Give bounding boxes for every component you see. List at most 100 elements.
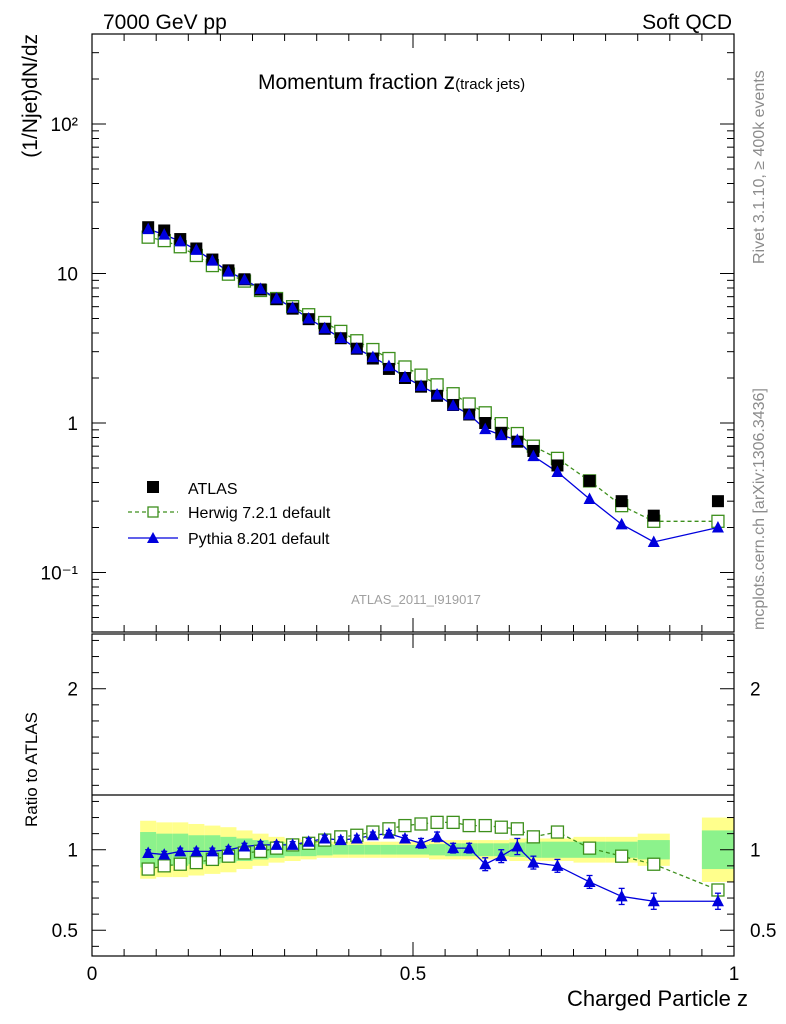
herwig-ratio-point bbox=[141, 862, 155, 876]
legend: ATLAS Herwig 7.2.1 default Pythia 8.201 … bbox=[128, 481, 331, 548]
herwig-ratio-point bbox=[615, 849, 629, 863]
pythia-point bbox=[495, 428, 508, 441]
ratio-band-inner bbox=[413, 844, 430, 855]
pythia-ratio-point bbox=[142, 846, 155, 858]
pythia-ratio-point bbox=[415, 836, 428, 849]
pythia-ratio-point bbox=[527, 856, 540, 868]
pythia-point bbox=[463, 408, 476, 420]
pythia-point bbox=[398, 370, 411, 383]
legend-herwig-label: Herwig 7.2.1 default bbox=[188, 505, 331, 522]
herwig-ratio-point bbox=[550, 825, 565, 839]
chart-title: Momentum fraction z(track jets) bbox=[258, 68, 525, 94]
pythia-point bbox=[318, 321, 331, 334]
pythia-ratio-point bbox=[431, 830, 444, 842]
pythia-point bbox=[270, 292, 283, 304]
pythia-ratio-point bbox=[463, 841, 476, 854]
pythia-point bbox=[711, 521, 724, 533]
pythia-ratio-point bbox=[270, 838, 283, 850]
pythia-ratio-point bbox=[382, 827, 395, 839]
atlas-point bbox=[583, 474, 596, 487]
ratio-y-tick-label-right: 2 bbox=[750, 680, 761, 701]
pythia-point bbox=[647, 535, 660, 547]
pythia-point bbox=[415, 379, 428, 391]
chart-title-z: z bbox=[444, 68, 456, 94]
ratio-band-inner bbox=[348, 844, 365, 855]
herwig-ratio-point bbox=[398, 818, 412, 833]
pythia-ratio-point bbox=[447, 841, 460, 854]
main-y-tick-label: 1 bbox=[67, 414, 78, 435]
ratio-band-inner bbox=[525, 841, 542, 858]
pythia-point bbox=[479, 422, 492, 435]
pythia-point bbox=[527, 449, 540, 462]
pythia-point bbox=[447, 398, 460, 411]
ratio-band-inner bbox=[541, 841, 574, 858]
pythia-ratio-point bbox=[302, 835, 315, 847]
main-axes: 10⁻¹ 1 10 10² bbox=[41, 33, 735, 633]
chart-title-main: Momentum fraction bbox=[258, 71, 444, 94]
ratio-band-inner bbox=[429, 844, 446, 856]
ratio-band-inner bbox=[316, 844, 333, 856]
pythia-ratio-point bbox=[615, 889, 628, 902]
pythia-ratio-point bbox=[334, 833, 347, 846]
pythia-ratio-point bbox=[286, 838, 299, 850]
herwig-ratio-point bbox=[510, 822, 524, 836]
pythia-point bbox=[334, 331, 347, 344]
pythia-point bbox=[551, 465, 564, 478]
main-y-tick-label: 10 bbox=[57, 265, 78, 286]
analysis-label: ATLAS_2011_I919017 bbox=[351, 592, 481, 607]
atlas-point bbox=[711, 495, 724, 508]
ratio-band-inner bbox=[332, 844, 349, 855]
legend-pythia-label: Pythia 8.201 default bbox=[188, 531, 330, 548]
pythia-point bbox=[366, 350, 379, 363]
pythia-ratio-point bbox=[398, 831, 411, 844]
chart-title-sub: (track jets) bbox=[455, 76, 525, 93]
pythia-point bbox=[511, 433, 524, 445]
header-right: Soft QCD bbox=[642, 11, 732, 34]
atlas-point bbox=[647, 509, 660, 522]
ratio-y-label: Ratio to ATLAS bbox=[22, 712, 41, 827]
pythia-point bbox=[222, 265, 235, 277]
herwig-ratio-point bbox=[647, 857, 661, 871]
ratio-frame bbox=[91, 633, 735, 957]
ratio-y-tick-label: 1 bbox=[67, 841, 78, 862]
pythia-ratio-point bbox=[711, 894, 724, 907]
ratio-panel: 0 0.5 1 0.5 0.5 1 1 2 2 bbox=[52, 633, 776, 985]
pythia-point bbox=[382, 359, 395, 372]
herwig-ratio-point bbox=[157, 859, 171, 873]
pythia-ratio-point bbox=[222, 843, 235, 855]
pythia-ratio-point bbox=[647, 894, 660, 907]
herwig-ratio-point bbox=[430, 815, 444, 830]
ratio-band-inner bbox=[477, 843, 494, 857]
pythia-point bbox=[190, 243, 203, 255]
pythia-point bbox=[174, 234, 187, 247]
pythia-point bbox=[238, 273, 251, 285]
pythia-ratio-point bbox=[206, 844, 219, 857]
herwig-point bbox=[414, 368, 428, 382]
pythia-point bbox=[286, 301, 299, 313]
ratio-band-inner bbox=[380, 844, 397, 855]
pythia-ratio-point bbox=[238, 840, 251, 852]
main-y-tick-label: 10² bbox=[51, 115, 78, 136]
x-tick-label: 0 bbox=[87, 964, 98, 985]
pythia-ratio-point bbox=[366, 828, 379, 841]
main-frame bbox=[91, 33, 735, 633]
pythia-point bbox=[206, 254, 219, 266]
pythia-point bbox=[254, 282, 267, 294]
ratio-band-inner bbox=[637, 840, 670, 860]
herwig-ratio-point bbox=[478, 818, 492, 833]
legend-atlas-label: ATLAS bbox=[188, 481, 238, 498]
herwig-ratio-point bbox=[462, 818, 476, 833]
herwig-ratio-point bbox=[446, 815, 460, 830]
legend-herwig-marker bbox=[147, 506, 159, 518]
pythia-ratio-point bbox=[318, 831, 331, 844]
pythia-point bbox=[158, 228, 171, 240]
herwig-ratio-point bbox=[189, 855, 203, 870]
ratio-y-tick-label: 2 bbox=[67, 680, 78, 701]
main-marks bbox=[141, 221, 725, 547]
pythia-point bbox=[615, 517, 628, 530]
main-y-tick-label: 10⁻¹ bbox=[41, 564, 79, 585]
ratio-axes: 0 0.5 1 0.5 0.5 1 1 2 2 bbox=[52, 634, 776, 985]
pythia-ratio-point bbox=[174, 844, 187, 857]
pythia-point bbox=[350, 342, 363, 354]
